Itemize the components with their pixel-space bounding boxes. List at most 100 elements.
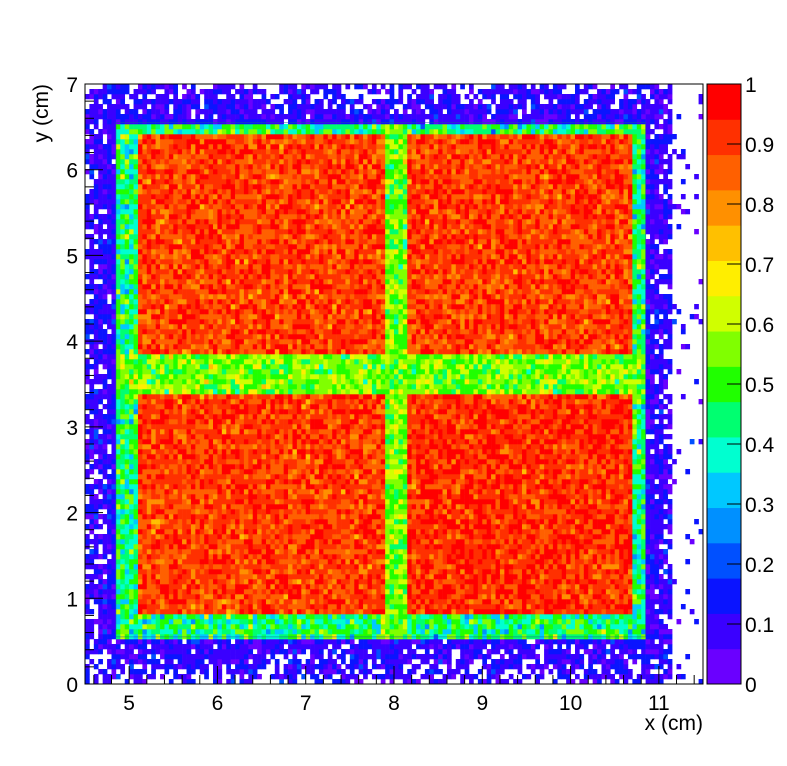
heatmap-cell [111, 249, 117, 255]
heatmap-cell [195, 624, 201, 630]
heatmap-cell [133, 604, 139, 610]
heatmap-cell [142, 679, 148, 685]
heatmap-cell [115, 294, 121, 300]
heatmap-cell [124, 109, 130, 115]
heatmap-cell [274, 509, 280, 515]
heatmap-cell [243, 609, 249, 615]
heatmap-cell [261, 334, 267, 340]
heatmap-cell [164, 164, 170, 170]
heatmap-cell [199, 374, 205, 380]
heatmap-cell [195, 154, 201, 160]
heatmap-cell [243, 524, 249, 530]
heatmap-cell [168, 629, 174, 635]
heatmap-cell [243, 144, 249, 150]
heatmap-cell [93, 389, 99, 395]
heatmap-cell [257, 584, 262, 590]
heatmap-cell [98, 159, 103, 165]
heatmap-cell [243, 479, 249, 485]
heatmap-cell [257, 569, 262, 575]
heatmap-cell [239, 209, 245, 215]
heatmap-cell [252, 564, 258, 570]
heatmap-cell [146, 609, 152, 615]
heatmap-cell [115, 334, 121, 340]
heatmap-cell [142, 94, 148, 100]
heatmap-cell [107, 269, 112, 275]
heatmap-cell [270, 544, 276, 550]
heatmap-cell [230, 169, 236, 175]
heatmap-cell [204, 569, 209, 575]
heatmap-cell [213, 274, 218, 280]
heatmap-cell [195, 319, 201, 325]
heatmap-cell [151, 114, 156, 120]
heatmap-cell [213, 629, 218, 635]
heatmap-cell [265, 599, 271, 605]
heatmap-cell [146, 374, 152, 380]
heatmap-cell [186, 209, 192, 215]
heatmap-cell [208, 324, 214, 330]
heatmap-cell [133, 439, 139, 445]
heatmap-cell [173, 429, 178, 435]
heatmap-cell [115, 209, 121, 215]
heatmap-cell [213, 679, 218, 685]
heatmap-cell [182, 514, 187, 520]
heatmap-cell [177, 529, 183, 535]
heatmap-cell [248, 174, 254, 180]
heatmap-cell [107, 604, 112, 610]
heatmap-cell [146, 354, 152, 360]
heatmap-cell [98, 464, 103, 470]
heatmap-cell [115, 139, 121, 145]
heatmap-cell [115, 184, 121, 190]
heatmap-cell [173, 674, 178, 680]
heatmap-cell [274, 579, 280, 585]
heatmap-cell [160, 104, 165, 110]
heatmap-cell [111, 419, 117, 425]
heatmap-cell [221, 259, 227, 265]
heatmap-cell [129, 549, 134, 555]
heatmap-cell [213, 129, 218, 135]
heatmap-cell [102, 129, 108, 135]
heatmap-cell [221, 394, 227, 400]
heatmap-cell [177, 204, 183, 210]
heatmap-cell [177, 244, 183, 250]
heatmap-cell [85, 204, 90, 210]
heatmap-cell [208, 599, 214, 605]
heatmap-cell [190, 514, 196, 520]
heatmap-cell [248, 369, 254, 375]
heatmap-cell [133, 359, 139, 365]
heatmap-cell [248, 254, 254, 260]
heatmap-cell [186, 389, 192, 395]
heatmap-cell [208, 499, 214, 505]
heatmap-cell [204, 329, 209, 335]
heatmap-cell [252, 149, 258, 155]
heatmap-cell [208, 209, 214, 215]
heatmap-cell [168, 559, 174, 565]
heatmap-cell [226, 464, 231, 470]
heatmap-cell [217, 339, 223, 345]
heatmap-cell [98, 169, 103, 175]
heatmap-cell [239, 354, 245, 360]
heatmap-cell [190, 594, 196, 600]
heatmap-cell [93, 209, 99, 215]
heatmap-cell [261, 94, 267, 100]
heatmap-cell [208, 109, 214, 115]
heatmap-cell [115, 419, 121, 425]
heatmap-cell [129, 639, 134, 645]
heatmap-cell [137, 199, 143, 205]
heatmap-cell [230, 419, 236, 425]
heatmap-cell [93, 534, 99, 540]
heatmap-cell [111, 479, 117, 485]
heatmap-cell [217, 569, 223, 575]
heatmap-cell [177, 319, 183, 325]
heatmap-cell [208, 554, 214, 560]
heatmap-cell [204, 259, 209, 265]
heatmap-cell [243, 529, 249, 535]
heatmap-cell [146, 419, 152, 425]
heatmap-cell [261, 89, 267, 95]
heatmap-cell [133, 544, 139, 550]
heatmap-cell [173, 459, 178, 465]
heatmap-cell [173, 334, 178, 340]
heatmap-cell [248, 614, 254, 620]
heatmap-cell [199, 579, 205, 585]
heatmap-cell [107, 364, 112, 370]
